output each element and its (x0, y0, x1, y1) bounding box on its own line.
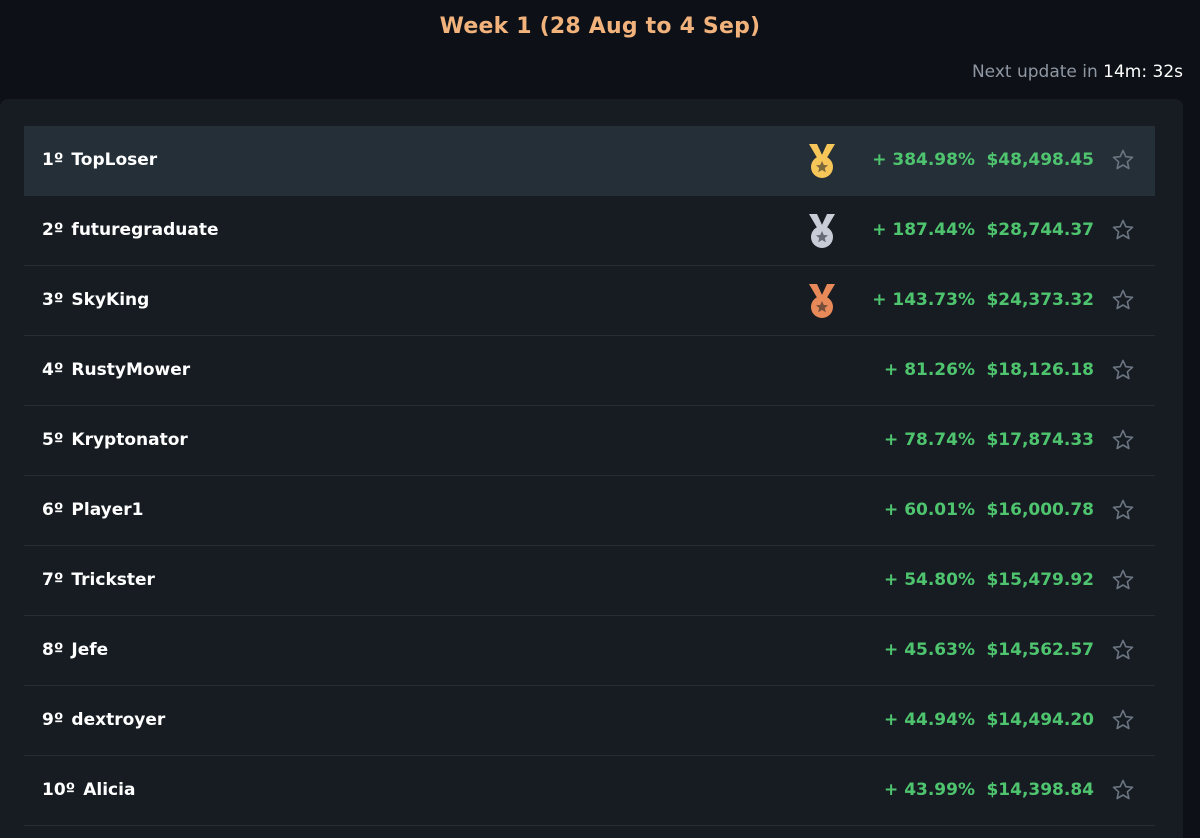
player-rank-name: 9º dextroyer (42, 686, 165, 755)
player-name: Jefe (71, 640, 109, 660)
player-rank-name: 3º SkyKing (42, 266, 149, 335)
leaderboard-row[interactable]: 3º SkyKing + 143.73% $24,373.32 (24, 266, 1155, 336)
percent-change: + 60.01% (884, 500, 975, 520)
balance-amount: $28,744.37 (986, 220, 1094, 240)
player-rank-name: 1º TopLoser (42, 126, 157, 195)
player-name: Kryptonator (71, 430, 188, 450)
leaderboard-row[interactable]: 10º Alicia + 43.99% $14,398.84 (24, 756, 1155, 826)
star-outline-icon[interactable] (1111, 428, 1135, 452)
leaderboard-row[interactable]: 1º TopLoser + 384.98% $48,498.45 (24, 126, 1155, 196)
next-update-label: Next update in (971, 62, 1098, 82)
leaderboard-row[interactable]: 9º dextroyer + 44.94% $14,494.20 (24, 686, 1155, 756)
silver-medal-icon (809, 214, 835, 248)
star-outline-icon[interactable] (1111, 778, 1135, 802)
balance-amount: $48,498.45 (986, 150, 1094, 170)
player-rank-name: 6º Player1 (42, 476, 143, 545)
next-update-minutes: 14m: (1103, 62, 1148, 82)
player-rank-name: 7º Trickster (42, 546, 155, 615)
percent-change: + 45.63% (884, 640, 975, 660)
player-name: futuregraduate (71, 220, 219, 240)
balance-amount: $16,000.78 (986, 500, 1094, 520)
player-rank: 4º (42, 360, 64, 380)
leaderboard-row[interactable]: 6º Player1 + 60.01% $16,000.78 (24, 476, 1155, 546)
bronze-medal-icon (809, 284, 835, 318)
gold-medal-icon (809, 144, 835, 178)
balance-amount: $15,479.92 (986, 570, 1094, 590)
next-update-seconds: 32s (1152, 62, 1184, 82)
balance-amount: $14,398.84 (986, 780, 1094, 800)
balance-amount: $17,874.33 (986, 430, 1094, 450)
player-rank: 8º (42, 640, 64, 660)
star-outline-icon[interactable] (1111, 358, 1135, 382)
percent-change: + 143.73% (872, 290, 975, 310)
leaderboard-row[interactable]: 8º Jefe + 45.63% $14,562.57 (24, 616, 1155, 686)
leaderboard-row[interactable]: 2º futuregraduate + 187.44% $28,744.37 (24, 196, 1155, 266)
player-rank: 10º (42, 780, 76, 800)
player-name: RustyMower (71, 360, 191, 380)
star-outline-icon[interactable] (1111, 568, 1135, 592)
player-name: Alicia (83, 780, 136, 800)
percent-change: + 187.44% (872, 220, 975, 240)
player-rank: 9º (42, 710, 64, 730)
player-rank: 1º (42, 150, 64, 170)
player-name: TopLoser (71, 150, 158, 170)
leaderboard-row[interactable]: 5º Kryptonator + 78.74% $17,874.33 (24, 406, 1155, 476)
star-outline-icon[interactable] (1111, 498, 1135, 522)
percent-change: + 43.99% (884, 780, 975, 800)
star-outline-icon[interactable] (1111, 638, 1135, 662)
balance-amount: $14,494.20 (986, 710, 1094, 730)
week-title: Week 1 (28 Aug to 4 Sep) (439, 14, 761, 39)
player-rank-name: 5º Kryptonator (42, 406, 188, 475)
leaderboard-row[interactable]: 4º RustyMower + 81.26% $18,126.18 (24, 336, 1155, 406)
player-rank: 6º (42, 500, 64, 520)
balance-amount: $24,373.32 (986, 290, 1094, 310)
player-rank: 2º (42, 220, 64, 240)
player-rank-name: 2º futuregraduate (42, 196, 219, 265)
star-outline-icon[interactable] (1111, 708, 1135, 732)
percent-change: + 54.80% (884, 570, 975, 590)
leaderboard-row[interactable]: 7º Trickster + 54.80% $15,479.92 (24, 546, 1155, 616)
star-outline-icon[interactable] (1111, 218, 1135, 242)
leaderboard-panel (0, 99, 1183, 838)
leaderboard-list: 1º TopLoser + 384.98% $48,498.45 2º futuregra… (24, 126, 1155, 826)
percent-change: + 384.98% (872, 150, 975, 170)
balance-amount: $14,562.57 (986, 640, 1094, 660)
player-name: Trickster (71, 570, 155, 590)
percent-change: + 44.94% (884, 710, 975, 730)
star-outline-icon[interactable] (1111, 148, 1135, 172)
player-name: Player1 (71, 500, 144, 520)
balance-amount: $18,126.18 (986, 360, 1094, 380)
star-outline-icon[interactable] (1111, 288, 1135, 312)
percent-change: + 81.26% (884, 360, 975, 380)
next-update-countdown: Next update in 14m: 32s (972, 62, 1183, 82)
player-name: dextroyer (71, 710, 166, 730)
player-rank-name: 10º Alicia (42, 756, 135, 825)
player-rank-name: 8º Jefe (42, 616, 108, 685)
percent-change: + 78.74% (884, 430, 975, 450)
player-rank-name: 4º RustyMower (42, 336, 190, 405)
player-rank: 5º (42, 430, 64, 450)
player-rank: 3º (42, 290, 64, 310)
player-rank: 7º (42, 570, 64, 590)
player-name: SkyKing (71, 290, 150, 310)
